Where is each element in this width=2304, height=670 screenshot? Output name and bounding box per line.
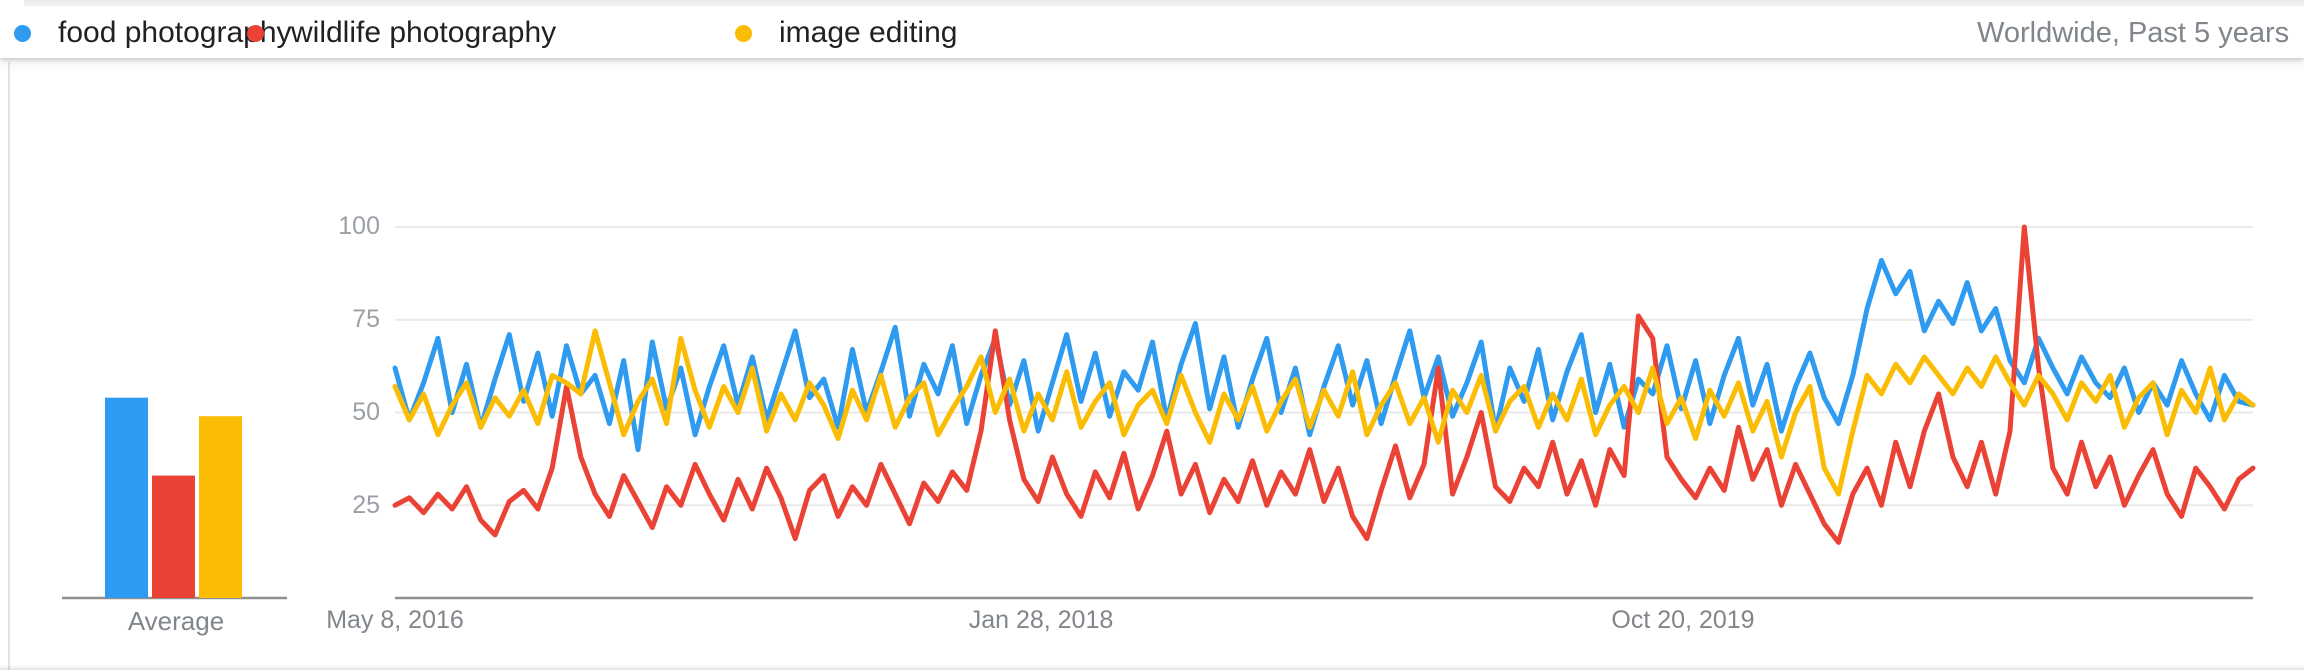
x-axis-tick-may-2016: May 8, 2016 (326, 606, 464, 634)
x-axis-tick-oct-2019: Oct 20, 2019 (1611, 606, 1755, 634)
legend-dot-red (247, 24, 264, 42)
legend-label: wildlife photography (291, 16, 557, 49)
average-axis-label: Average (127, 606, 225, 636)
legend-item-wildlife-photography[interactable]: wildlife photography (247, 8, 556, 58)
average-bar-food-photography[interactable] (105, 397, 148, 598)
legend-label: image editing (779, 16, 958, 49)
y-axis-tick-50: 50 (352, 398, 380, 426)
legend-dot-yellow (735, 24, 752, 42)
card-bottom-shadow (0, 665, 2304, 670)
y-axis-tick-25: 25 (352, 491, 380, 519)
average-bar-image-editing[interactable] (199, 416, 242, 598)
series-line-food-photography[interactable] (392, 257, 2256, 453)
card-left-edge (8, 62, 10, 670)
top-edge-strip (24, 0, 2304, 7)
series-line-wildlife-photography[interactable] (392, 224, 2256, 545)
comparison-legend-bar: food photography wildlife photography im… (0, 0, 2304, 58)
legend-item-food-photography[interactable]: food photography (14, 8, 292, 58)
y-axis-tick-75: 75 (352, 305, 380, 333)
x-axis-tick-jan-2018: Jan 28, 2018 (968, 606, 1114, 634)
legend-dot-blue (14, 24, 31, 42)
legend-item-image-editing[interactable]: image editing (735, 8, 957, 58)
average-bar-wildlife-photography[interactable] (152, 475, 195, 598)
geo-time-scope-label: Worldwide, Past 5 years (1977, 16, 2290, 49)
y-axis-tick-100: 100 (338, 212, 380, 240)
series-line-image-editing[interactable] (392, 328, 2256, 497)
